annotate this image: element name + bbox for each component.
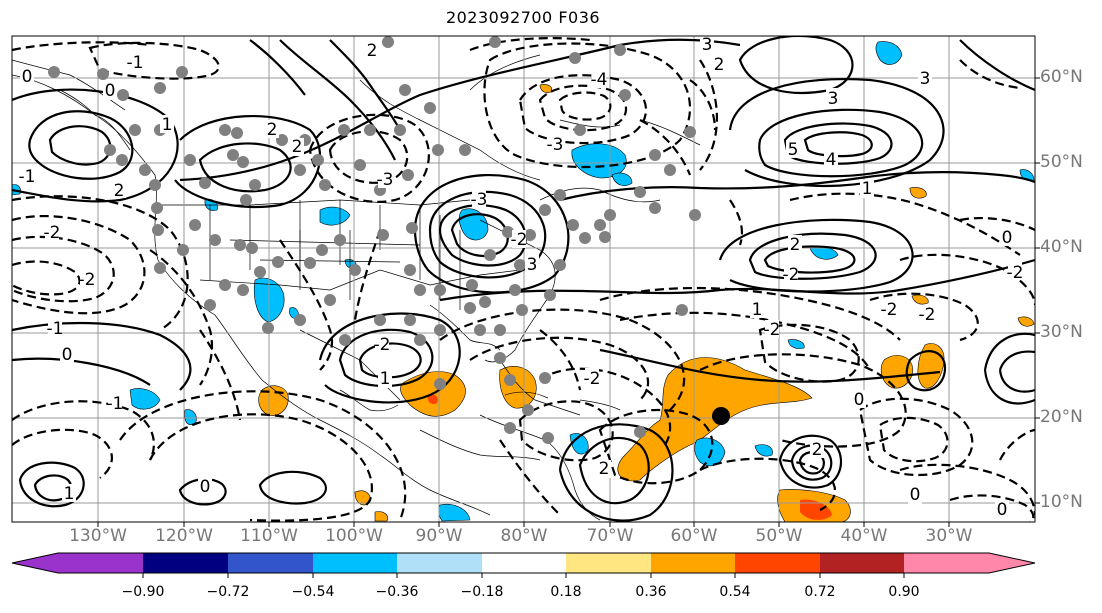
contour-label: -1 (127, 53, 144, 73)
contour-label: 1 (862, 179, 873, 199)
positive-anomaly-areas (258, 84, 1035, 522)
dashed-contours (12, 37, 1035, 522)
lon-label-110w: 110°W (240, 526, 298, 546)
contour-label: 2 (267, 120, 278, 140)
lat-label-20n: 20°N (1040, 407, 1083, 427)
contour-label: 3 (920, 69, 931, 89)
contour-label: 0 (62, 345, 73, 365)
negative-anomaly-areas (12, 41, 1035, 522)
contour-label: 2 (367, 41, 378, 61)
lon-label-130w: 130°W (69, 526, 127, 546)
strong-positive-areas (427, 394, 832, 520)
lon-label-60w: 60°W (670, 526, 718, 546)
contour-label: -2 (919, 305, 936, 325)
colorbar-tick: −0.36 (375, 584, 419, 600)
colorbar-cell-9 (820, 553, 904, 573)
colorbar-tick: −0.54 (291, 584, 335, 600)
contour-label: -2 (783, 265, 800, 285)
contour-label: 0 (910, 485, 921, 505)
colorbar-cell-8 (735, 553, 820, 573)
colorbar-tick: 0.54 (719, 584, 751, 600)
contour-label: -2 (584, 369, 601, 389)
lon-label-80w: 80°W (500, 526, 548, 546)
contour-label: 1 (64, 484, 75, 504)
colorbar-tick: 0.18 (550, 584, 582, 600)
contour-label: 2 (599, 459, 610, 479)
colorbar-cell-4 (397, 553, 482, 573)
contour-label: 2 (790, 235, 801, 255)
colorbar-cell-1 (143, 553, 228, 573)
contour-label: 1 (752, 300, 763, 320)
contour-label: 0 (22, 67, 33, 87)
contour-label: 3 (828, 89, 839, 109)
colorbar-tick: 0.36 (635, 584, 667, 600)
colorbar-cell-3 (313, 553, 397, 573)
colorbar-tick: −0.18 (460, 584, 504, 600)
contour-label: 1 (162, 115, 173, 135)
contour-label: 5 (788, 140, 799, 160)
map-title: 2023092700 F036 (445, 8, 601, 27)
contour-label: -4 (591, 70, 608, 90)
contour-label: -1 (47, 319, 64, 339)
contour-label: -3 (547, 135, 564, 155)
contour-label: 0 (997, 500, 1008, 520)
colorbar (11, 552, 1036, 578)
lat-label-60n: 60°N (1040, 67, 1083, 87)
contour-label: -2 (881, 300, 898, 320)
contour-label: -3 (471, 190, 488, 210)
contour-labels: -1 0 0 -2 2 1 2 3 -3 -4 -3 -2 3 2 3 -3 3… (19, 35, 1024, 520)
contour-label: -1 (107, 394, 124, 414)
contour-label: -1 (19, 167, 36, 187)
contour-label: -3 (377, 170, 394, 190)
contour-label: 0 (105, 81, 116, 101)
colorbar-cell-5 (482, 553, 566, 573)
lat-label-30n: 30°N (1040, 322, 1083, 342)
contour-label: -2 (1007, 263, 1024, 283)
contour-label: -2 (511, 230, 528, 250)
contour-label: 0 (200, 477, 211, 497)
lon-label-100w: 100°W (325, 526, 383, 546)
colorbar-outline (11, 552, 1036, 574)
lon-label-70w: 70°W (586, 526, 634, 546)
contour-label: 2 (114, 181, 125, 201)
contour-label: -2 (374, 335, 391, 355)
contour-label: 0 (1002, 228, 1013, 248)
storm-center-marker (712, 407, 730, 425)
lat-label-50n: 50°N (1040, 152, 1083, 172)
colorbar-tick: 0.90 (888, 584, 920, 600)
contour-label: -2 (764, 320, 781, 340)
lon-label-40w: 40°W (840, 526, 888, 546)
contour-label: -2 (79, 270, 96, 290)
contour-label: 2 (812, 440, 823, 460)
contour-label: 1 (380, 369, 391, 389)
colorbar-tick: −0.90 (121, 584, 165, 600)
lat-label-10n: 10°N (1040, 492, 1083, 512)
colorbar-cell-0 (12, 553, 143, 573)
axis-ticks (97, 77, 1040, 527)
colorbar-tick: −0.72 (206, 584, 250, 600)
contour-label: 3 (527, 255, 538, 275)
colorbar-cell-7 (651, 553, 735, 573)
colorbar-cell-6 (566, 553, 651, 573)
colorbar-tick: 0.72 (804, 584, 836, 600)
contour-label: 3 (702, 35, 713, 55)
lat-label-40n: 40°N (1040, 237, 1083, 257)
contour-label: 0 (854, 390, 865, 410)
contour-label: -2 (44, 223, 61, 243)
lon-label-30w: 30°W (925, 526, 973, 546)
colorbar-cell-2 (228, 553, 313, 573)
colorbar-cell-10 (904, 553, 1035, 573)
contour-label: 2 (292, 137, 303, 157)
lon-label-120w: 120°W (155, 526, 213, 546)
lon-label-90w: 90°W (415, 526, 463, 546)
lon-label-50w: 50°W (755, 526, 803, 546)
contour-label: 2 (714, 55, 725, 75)
contour-label: 4 (826, 150, 837, 170)
